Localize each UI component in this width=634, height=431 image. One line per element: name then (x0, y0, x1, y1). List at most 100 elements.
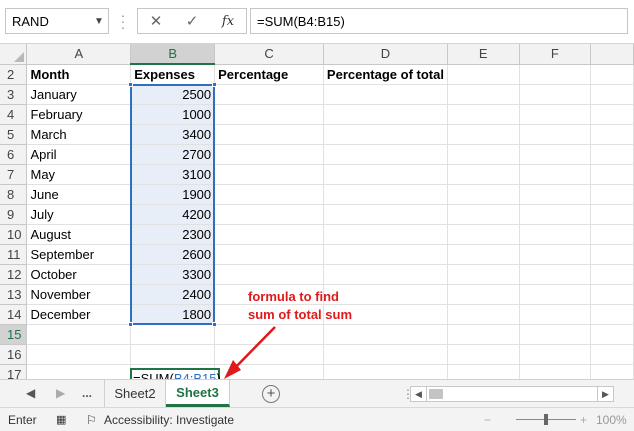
cell-d17[interactable] (323, 364, 448, 379)
cell-g5[interactable] (590, 124, 634, 145)
cell-a4[interactable]: February (26, 104, 132, 125)
cell-b10[interactable]: 2300 (130, 224, 216, 245)
chevron-down-icon[interactable]: ▼ (94, 15, 104, 27)
cell-f14[interactable] (519, 304, 592, 325)
cell-e4[interactable] (447, 104, 520, 125)
cell-d12[interactable] (323, 264, 448, 285)
cell-g15[interactable] (590, 324, 634, 345)
cell-e11[interactable] (447, 244, 520, 265)
row-header-12[interactable]: 12 (0, 264, 28, 285)
cell-d3[interactable] (323, 84, 448, 105)
row-header-2[interactable]: 2 (0, 64, 28, 85)
cell-c17[interactable] (214, 364, 324, 379)
cell-edit-formula[interactable]: =SUM(B4:B15) (133, 371, 221, 379)
horizontal-scrollbar[interactable]: ◀ ▶ (410, 386, 614, 402)
vertical-dots-icon[interactable]: · · · (120, 7, 126, 35)
cell-b15[interactable] (130, 324, 216, 345)
cell-g9[interactable] (590, 204, 634, 225)
cell-a8[interactable]: June (26, 184, 132, 205)
cell-c7[interactable] (214, 164, 324, 185)
cell-g8[interactable] (590, 184, 634, 205)
cell-c14[interactable] (214, 304, 324, 325)
formula-input[interactable]: =SUM(B4:B15) (250, 8, 628, 34)
cell-c6[interactable] (214, 144, 324, 165)
cell-f13[interactable] (519, 284, 592, 305)
cell-f10[interactable] (519, 224, 592, 245)
zoom-in-icon[interactable]: + (580, 413, 588, 427)
cell-g7[interactable] (590, 164, 634, 185)
cell-a16[interactable] (26, 344, 132, 365)
cell-f4[interactable] (519, 104, 592, 125)
cell-e15[interactable] (447, 324, 520, 345)
cell-e2[interactable] (447, 64, 520, 85)
column-header-g[interactable] (590, 44, 634, 65)
cell-f6[interactable] (519, 144, 592, 165)
scroll-thumb[interactable] (429, 389, 443, 399)
cell-d16[interactable] (323, 344, 448, 365)
cell-d7[interactable] (323, 164, 448, 185)
cell-g10[interactable] (590, 224, 634, 245)
cell-c8[interactable] (214, 184, 324, 205)
cell-b7[interactable]: 3100 (130, 164, 216, 185)
cell-a12[interactable]: October (26, 264, 132, 285)
cell-b2[interactable]: Expenses (130, 64, 216, 85)
cell-a14[interactable]: December (26, 304, 132, 325)
cell-b8[interactable]: 1900 (130, 184, 216, 205)
cell-e10[interactable] (447, 224, 520, 245)
cell-f7[interactable] (519, 164, 592, 185)
cell-d15[interactable] (323, 324, 448, 345)
cell-e7[interactable] (447, 164, 520, 185)
cell-a2[interactable]: Month (26, 64, 132, 85)
more-sheets-button[interactable]: ... (82, 386, 93, 400)
enter-icon[interactable]: ✓ (185, 13, 199, 30)
row-header-13[interactable]: 13 (0, 284, 28, 305)
cell-a3[interactable]: January (26, 84, 132, 105)
name-box[interactable]: RAND ▼ (5, 8, 109, 34)
row-header-16[interactable]: 16 (0, 344, 28, 365)
cell-e6[interactable] (447, 144, 520, 165)
cell-b17[interactable] (130, 364, 216, 379)
cell-d2[interactable]: Percentage of total (323, 64, 448, 85)
cell-a10[interactable]: August (26, 224, 132, 245)
column-header-f[interactable]: F (519, 44, 592, 65)
insert-function-icon[interactable]: fx (221, 13, 235, 29)
cell-d4[interactable] (323, 104, 448, 125)
accessibility-icon[interactable]: ⚐ (86, 413, 97, 427)
cell-e5[interactable] (447, 124, 520, 145)
cell-mode-icon[interactable]: ▦ (56, 414, 67, 426)
cell-a5[interactable]: March (26, 124, 132, 145)
cell-d6[interactable] (323, 144, 448, 165)
cell-d14[interactable] (323, 304, 448, 325)
cell-e12[interactable] (447, 264, 520, 285)
cell-c2[interactable]: Percentage (214, 64, 324, 85)
column-header-d[interactable]: D (323, 44, 448, 65)
cell-g2[interactable] (590, 64, 634, 85)
zoom-out-icon[interactable]: − (484, 413, 492, 427)
row-header-3[interactable]: 3 (0, 84, 28, 105)
row-header-15[interactable]: 15 (0, 324, 28, 345)
cell-b16[interactable] (130, 344, 216, 365)
cell-f8[interactable] (519, 184, 592, 205)
cell-f15[interactable] (519, 324, 592, 345)
cell-b12[interactable]: 3300 (130, 264, 216, 285)
spreadsheet-grid[interactable]: A B C D E F 2 Month Expenses Percentage … (0, 44, 634, 379)
zoom-slider-thumb[interactable] (544, 414, 548, 425)
cell-c13[interactable] (214, 284, 324, 305)
cancel-icon[interactable]: ✕ (149, 13, 163, 30)
tab-scroll-right-icon[interactable]: ▶ (56, 386, 66, 400)
cell-d11[interactable] (323, 244, 448, 265)
column-header-c[interactable]: C (214, 44, 324, 65)
cell-e14[interactable] (447, 304, 520, 325)
add-sheet-button[interactable]: + (262, 385, 280, 403)
row-header-8[interactable]: 8 (0, 184, 28, 205)
cell-f12[interactable] (519, 264, 592, 285)
row-header-4[interactable]: 4 (0, 104, 28, 125)
cell-g6[interactable] (590, 144, 634, 165)
cell-a13[interactable]: November (26, 284, 132, 305)
cell-f2[interactable] (519, 64, 592, 85)
row-header-14[interactable]: 14 (0, 304, 28, 325)
cell-d10[interactable] (323, 224, 448, 245)
column-header-b[interactable]: B (130, 44, 216, 65)
cell-f3[interactable] (519, 84, 592, 105)
scroll-left-icon[interactable]: ◀ (411, 387, 427, 401)
